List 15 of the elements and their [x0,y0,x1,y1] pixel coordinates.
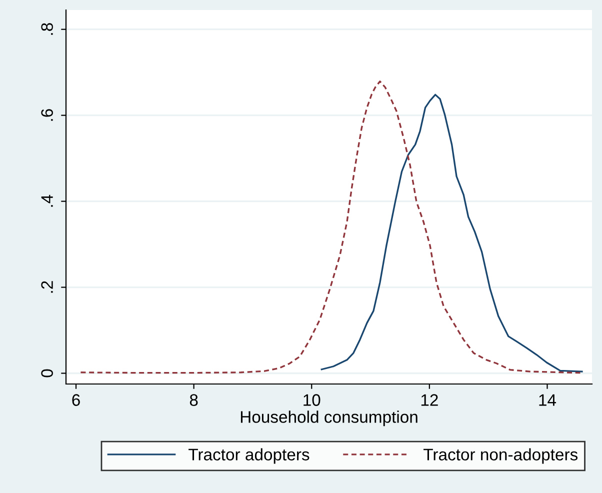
legend-label: Tractor non-adopters [424,448,578,464]
x-tick-label: 12 [421,394,438,406]
x-tick-label: 14 [539,394,556,406]
x-tick-label: 10 [304,394,320,406]
y-tick-label: .6 [41,109,53,121]
line-series [320,94,583,372]
y-tick-label: .2 [41,281,53,293]
x-axis-title: Household consumption [240,410,418,426]
y-tick-label: .4 [41,194,53,207]
x-tick-label: 8 [190,394,198,406]
y-tick-label: 0 [41,369,53,378]
line-series [80,80,582,374]
y-tick-label: .8 [41,23,53,35]
legend-label: Tractor adopters [188,448,310,464]
x-tick-label: 6 [72,394,80,406]
